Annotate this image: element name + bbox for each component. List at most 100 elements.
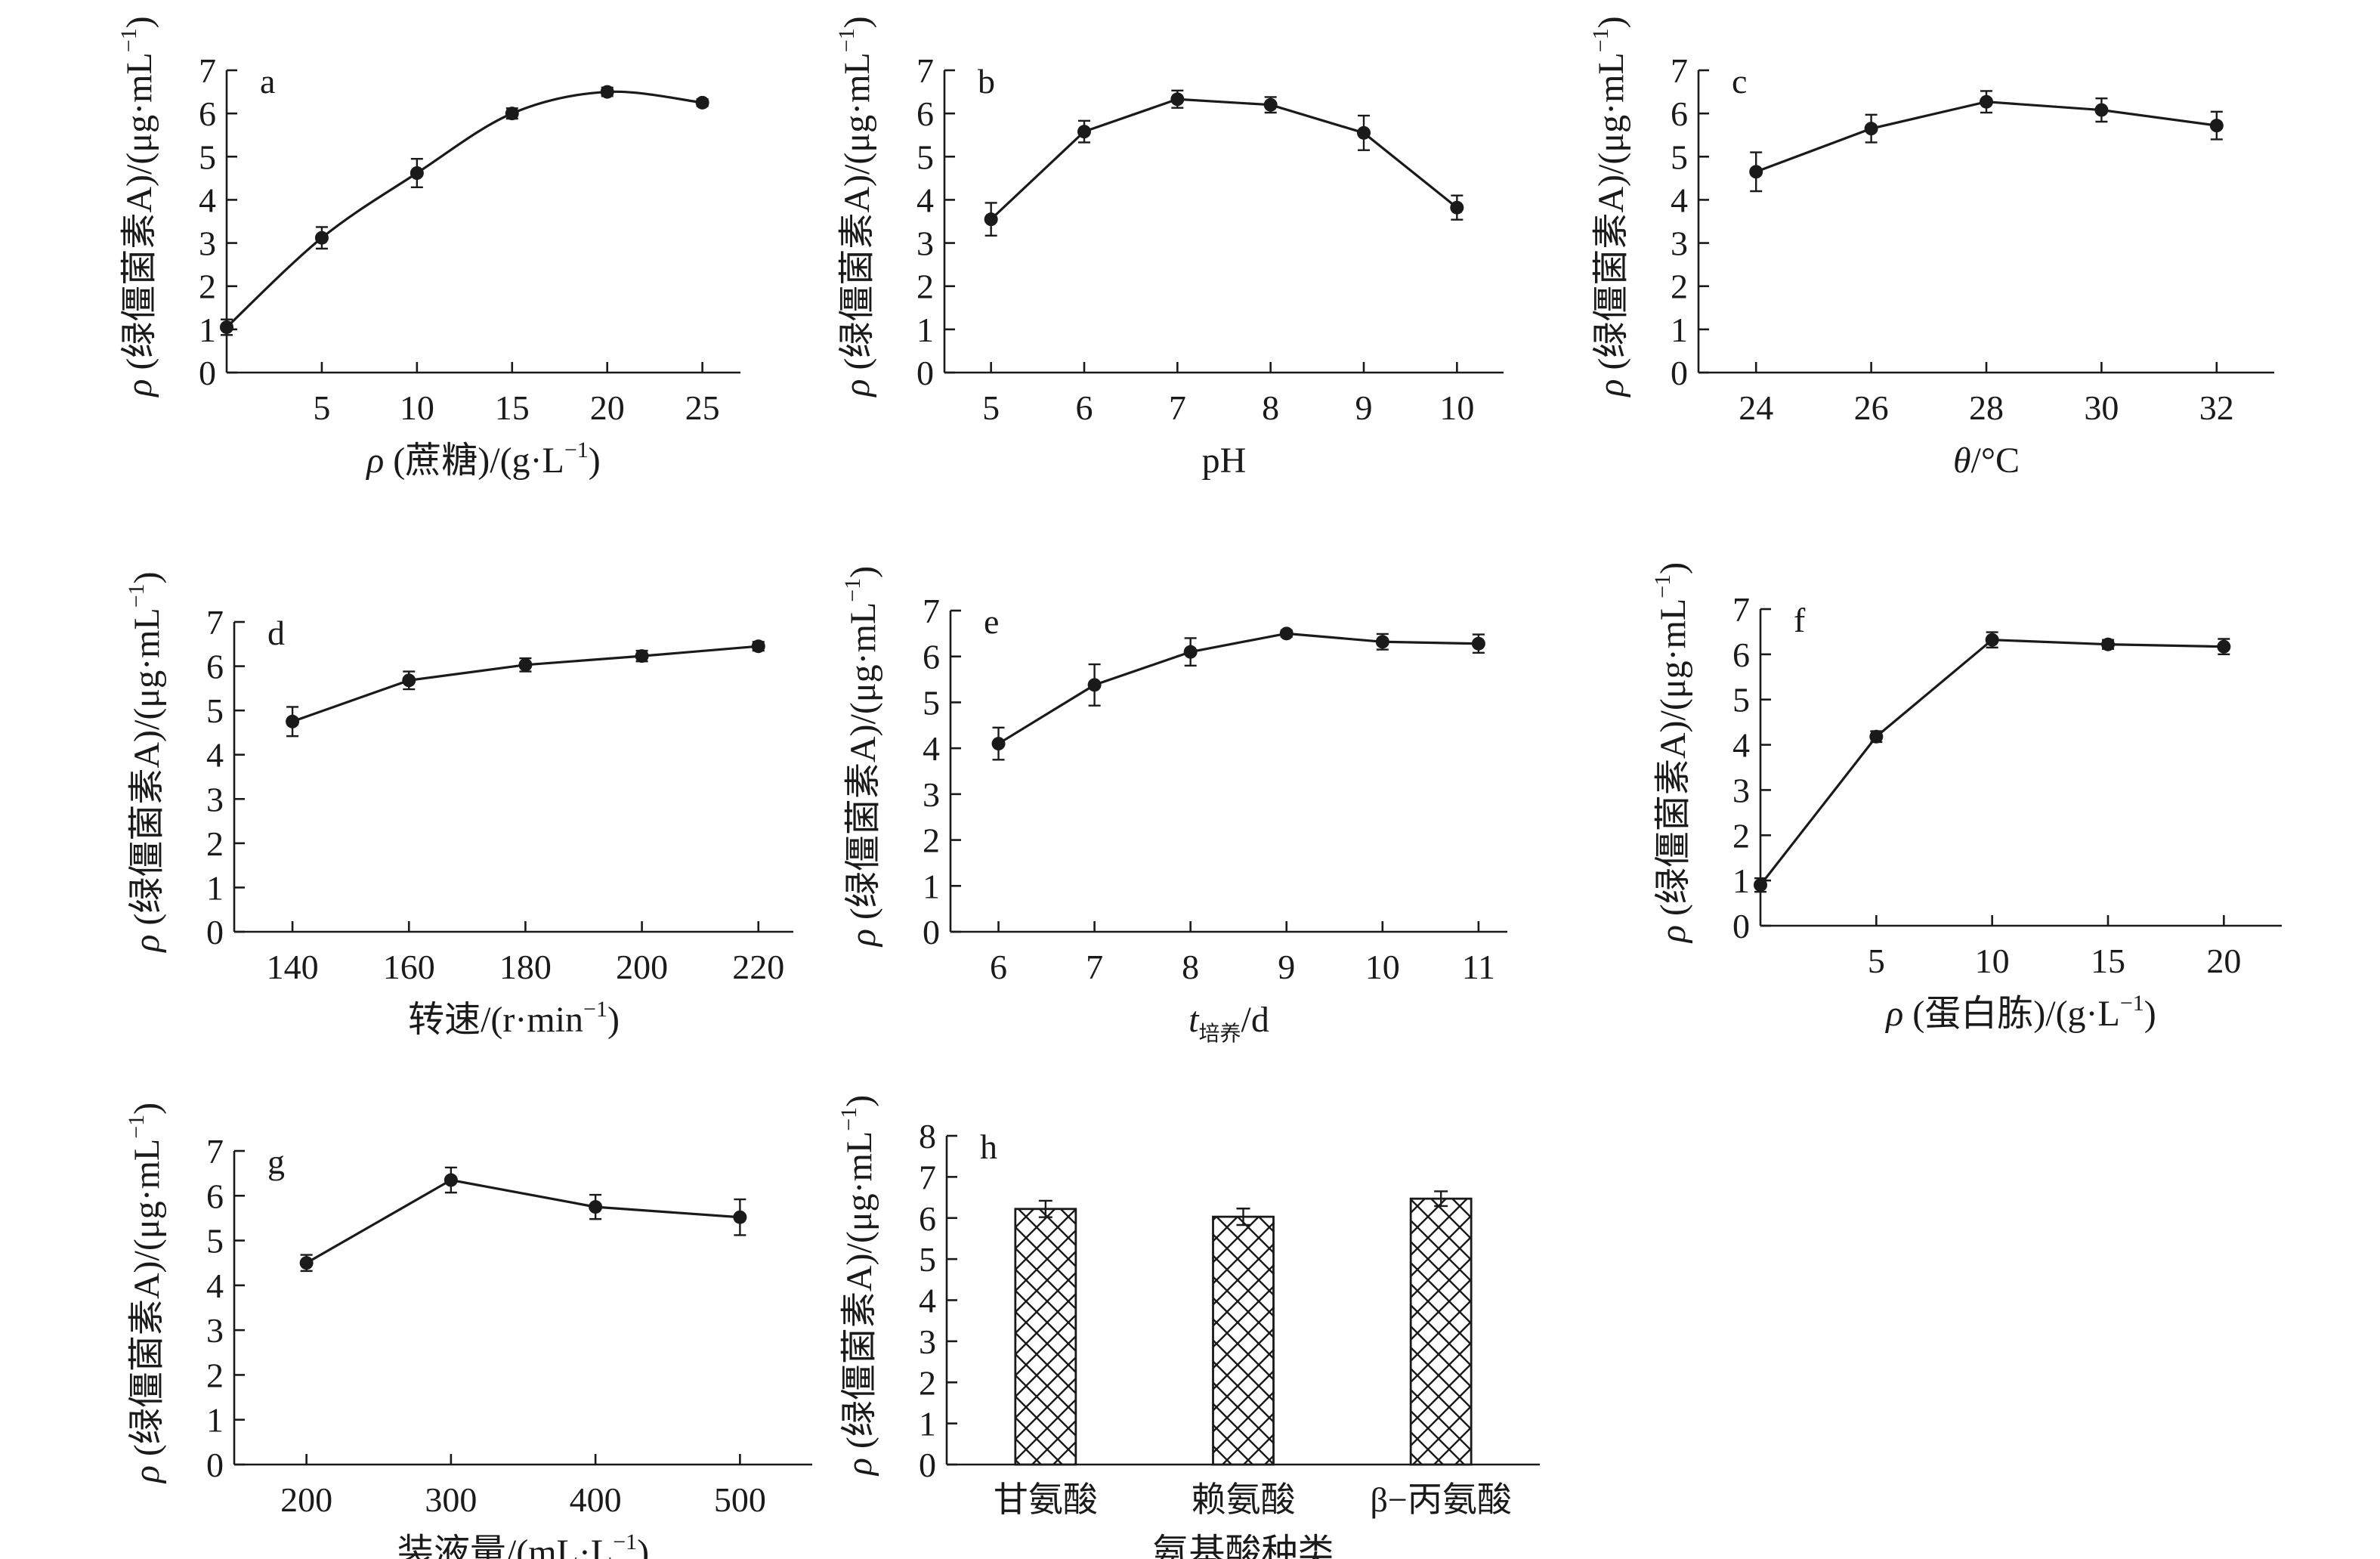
- chart-panel-e: 0 1 2 3 4 5 6 7 6 7 8 9 10 11 e t培养/d ρ (绿僵菌素A)/(μg·mL−1…: [840, 566, 1507, 1046]
- y-axis-main: (绿僵菌素A)/(μg·mL: [837, 52, 877, 370]
- y-axis-superscript: −1: [1650, 574, 1675, 599]
- data-point: [2101, 637, 2115, 651]
- y-tick-label: 1: [1671, 311, 1688, 349]
- y-tick-label: 4: [1671, 181, 1688, 219]
- y-axis-title: ρ (绿僵菌素A)/(μg·mL−1): [840, 566, 883, 948]
- x-tick-label: 9: [1355, 388, 1373, 427]
- data-point: [589, 1200, 603, 1214]
- panel-letter: c: [1732, 62, 1747, 101]
- y-axis-tail: ): [1653, 562, 1693, 574]
- x-axis-tail: ): [637, 1533, 649, 1559]
- x-tick-label: 10: [400, 388, 434, 427]
- data-point: [1450, 200, 1464, 215]
- y-axis-title: ρ (绿僵菌素A)/(μg·mL−1): [124, 571, 167, 953]
- x-axis-main: 氨基酸种类: [1152, 1533, 1334, 1559]
- x-tick-label: 7: [1169, 388, 1186, 427]
- data-point: [1183, 645, 1198, 659]
- y-axis-title: ρ (绿僵菌素A)/(μg·mL−1): [124, 1103, 167, 1484]
- data-point: [991, 737, 1006, 751]
- data-point: [314, 230, 329, 245]
- x-axis-main: 装液量/(mL·L: [397, 1533, 613, 1559]
- x-tick-label: 24: [1739, 388, 1773, 427]
- x-axis-symbol: ρ: [1884, 994, 1903, 1034]
- y-tick-label: 3: [206, 780, 224, 818]
- y-tick-label: 5: [1671, 138, 1688, 176]
- data-point: [1279, 626, 1294, 641]
- x-axis-symbol: t: [1188, 1000, 1200, 1040]
- x-axis-main: pH: [1202, 441, 1247, 481]
- x-tick-label: 6: [990, 948, 1007, 986]
- data-point: [1077, 125, 1091, 139]
- x-tick-label: 7: [1086, 948, 1103, 986]
- data-point: [286, 714, 300, 728]
- x-tick-label: 10: [1439, 388, 1474, 427]
- y-axis-superscript: −1: [840, 578, 865, 602]
- panel-letter: d: [267, 614, 285, 652]
- y-tick-label: 0: [199, 354, 216, 392]
- y-tick-label: 5: [206, 691, 224, 730]
- y-tick-label: 1: [919, 1405, 936, 1443]
- y-tick-label: 1: [206, 1401, 224, 1440]
- x-axis-title: t培养/d: [1188, 1000, 1269, 1046]
- y-axis-main: (绿僵菌素A)/(μg·mL: [127, 1139, 167, 1456]
- x-tick-label: 200: [280, 1480, 332, 1519]
- x-axis-title: ρ (蔗糖)/(g·L−1): [365, 438, 601, 481]
- x-tick-label: 10: [1975, 942, 2010, 980]
- y-tick-label: 2: [919, 1363, 936, 1402]
- data-point: [402, 673, 416, 688]
- data-point: [299, 1256, 314, 1270]
- series-line: [990, 97, 1458, 221]
- y-axis-title: ρ (绿僵菌素A)/(μg·mL−1): [1588, 16, 1631, 397]
- y-axis-symbol: ρ: [127, 1456, 167, 1484]
- y-tick-label: 0: [206, 1446, 224, 1484]
- y-tick-label: 8: [919, 1117, 936, 1155]
- panel-letter: f: [1794, 601, 1806, 639]
- y-axis-superscript: −1: [124, 583, 149, 608]
- y-axis-symbol: ρ: [1591, 370, 1631, 398]
- y-axis-symbol: ρ: [843, 920, 883, 948]
- x-axis-superscript: −1: [2120, 991, 2144, 1016]
- y-tick-label: 6: [1671, 94, 1688, 133]
- y-tick-label: 1: [923, 867, 940, 905]
- x-tick-label: 160: [383, 948, 435, 986]
- y-tick-label: 4: [206, 1267, 224, 1305]
- y-tick-label: 5: [923, 683, 940, 722]
- data-point: [2094, 103, 2109, 117]
- x-tick-label: 9: [1278, 948, 1295, 986]
- data-point: [2217, 639, 2231, 654]
- y-tick-label: 7: [206, 1132, 224, 1171]
- x-tick-label: 10: [1365, 948, 1400, 986]
- x-tick-label: 180: [499, 948, 552, 986]
- x-axis-symbol: θ: [1953, 441, 1971, 481]
- x-axis-title: ρ (蛋白胨)/(g·L−1): [1884, 991, 2156, 1034]
- y-axis-tail: ): [119, 16, 159, 28]
- data-point: [1263, 97, 1278, 112]
- y-axis-superscript: −1: [834, 28, 859, 52]
- y-tick-label: 6: [206, 1177, 224, 1215]
- y-tick-label: 6: [923, 638, 940, 676]
- y-axis-superscript: −1: [116, 28, 141, 52]
- y-tick-label: 0: [919, 1446, 936, 1484]
- y-tick-label: 7: [1671, 51, 1688, 90]
- y-tick-label: 4: [199, 181, 216, 219]
- data-point: [1471, 636, 1485, 651]
- y-tick-label: 6: [1732, 636, 1750, 674]
- y-axis-superscript: −1: [836, 1107, 861, 1131]
- y-axis-title: ρ (绿僵菌素A)/(μg·mL−1): [116, 16, 159, 397]
- y-axis-symbol: ρ: [119, 370, 159, 398]
- y-tick-label: 1: [1732, 861, 1750, 900]
- x-tick-label: 26: [1854, 388, 1889, 427]
- y-tick-label: 5: [206, 1222, 224, 1261]
- series-line: [225, 90, 703, 329]
- panel-letter: g: [267, 1143, 285, 1181]
- y-axis-symbol: ρ: [1653, 916, 1693, 944]
- y-tick-label: 4: [1732, 726, 1750, 765]
- data-point: [1357, 125, 1371, 140]
- y-tick-label: 4: [919, 1282, 936, 1320]
- chart-panel-c: 0 1 2 3 4 5 6 7 24 26 28 30 32 c θ/°C ρ (绿僵菌素A)/(μg·mL−…: [1588, 16, 2274, 481]
- x-tick-label: 11: [1462, 948, 1495, 986]
- bar: [1409, 1197, 1473, 1466]
- y-axis-tail: ): [127, 1103, 167, 1115]
- y-tick-label: 2: [206, 824, 224, 863]
